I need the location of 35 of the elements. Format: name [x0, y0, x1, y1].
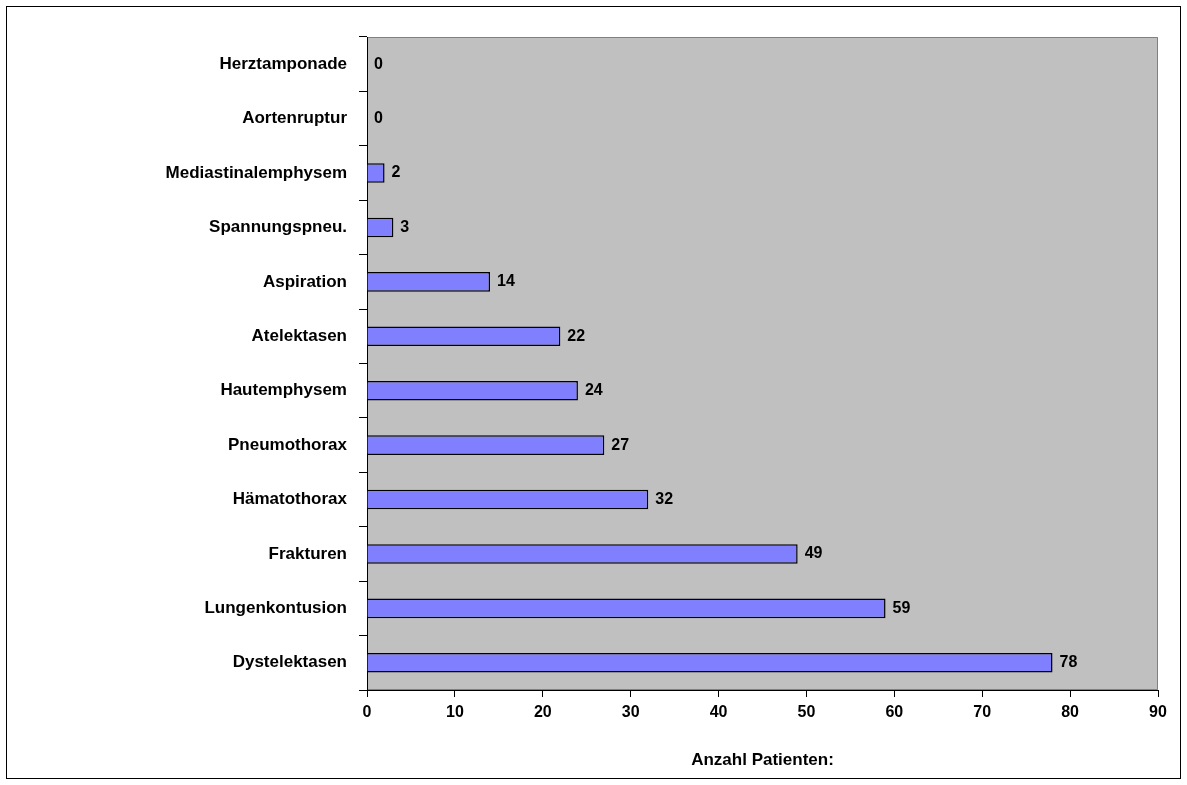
data-label: 2: [391, 163, 401, 181]
x-tick-label: 30: [621, 703, 640, 721]
y-tick-label: Hämatothorax: [232, 489, 348, 509]
x-axis-title: Anzahl Patienten:: [691, 750, 834, 770]
data-label: 0: [374, 54, 383, 72]
y-tick-label: Herztamponade: [219, 53, 347, 73]
data-label: 49: [804, 544, 823, 562]
data-label: 78: [1059, 653, 1078, 671]
x-tick-label: 60: [885, 703, 904, 721]
y-tick-label: Aspiration: [262, 271, 347, 291]
data-label: 27: [611, 435, 630, 453]
y-tick-label: Frakturen: [268, 543, 347, 563]
x-tick-label: 80: [1061, 703, 1080, 721]
x-tick-label: 50: [797, 703, 816, 721]
data-label: 3: [400, 217, 410, 235]
y-tick-label: Dystelektasen: [232, 652, 347, 672]
y-tick-label: Pneumothorax: [227, 434, 348, 454]
x-tick-label: 90: [1149, 703, 1167, 721]
x-tick-label: 70: [973, 703, 992, 721]
y-tick-label: Aortenruptur: [242, 108, 348, 128]
data-label: 24: [584, 381, 603, 399]
data-label: 32: [655, 489, 674, 507]
x-tick-label: 40: [709, 703, 728, 721]
y-tick-label: Hautemphysem: [220, 380, 347, 400]
data-label: 59: [892, 598, 911, 616]
y-tick-label: Mediastinalemphysem: [165, 162, 347, 182]
data-label: 22: [567, 326, 586, 344]
y-tick-label: Atelektasen: [251, 325, 347, 345]
y-tick-label: Spannungspneu.: [209, 217, 347, 237]
x-tick-label: 20: [533, 703, 552, 721]
data-label: 14: [497, 272, 515, 290]
x-tick-label: 0: [362, 703, 372, 721]
x-tick-label: 10: [445, 703, 464, 721]
y-tick-label: Lungenkontusion: [204, 598, 347, 618]
data-label: 0: [374, 109, 383, 127]
